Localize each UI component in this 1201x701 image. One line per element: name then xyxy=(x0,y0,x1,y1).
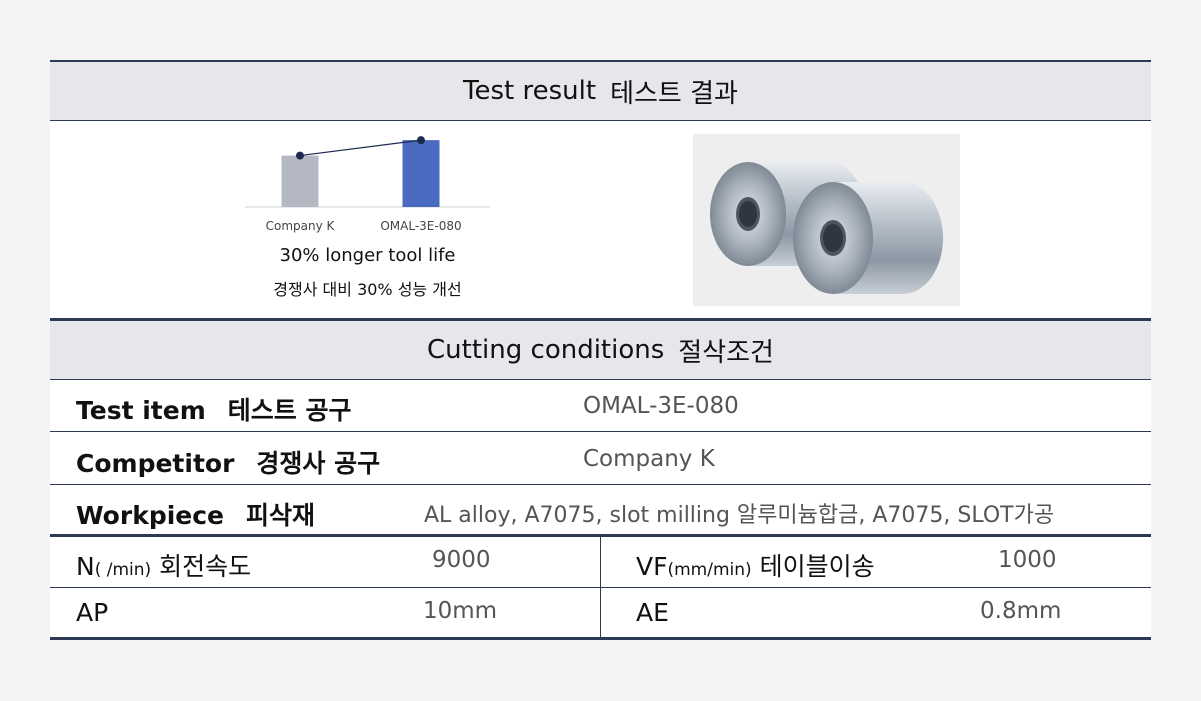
test-item-label-en: Test item xyxy=(76,396,206,425)
tool-life-chart: Company K OMAL-3E-080 xyxy=(245,130,490,250)
test-item-row: Test item 테스트 공구 OMAL-3E-080 xyxy=(50,380,1151,431)
chart-point-2 xyxy=(417,136,425,145)
n-label-ko: 회전속도 xyxy=(159,552,252,581)
n-symbol: N xyxy=(76,552,95,581)
row-divider xyxy=(50,484,1151,485)
test-result-title-ko: 테스트 결과 xyxy=(610,78,738,109)
vf-label-ko: 테이블이송 xyxy=(759,552,875,581)
aluminum-coil-image xyxy=(693,134,960,306)
params-column-divider xyxy=(600,537,601,639)
workpiece-label-en: Workpiece xyxy=(76,501,225,530)
test-result-title-en: Test result xyxy=(463,76,597,106)
chart-caption-en: 30% longer tool life xyxy=(279,245,456,266)
workpiece-row: Workpiece 피삭재 AL alloy, A7075, slot milli… xyxy=(50,485,1151,535)
competitor-label-ko: 경쟁사 공구 xyxy=(256,449,381,478)
bottom-rule xyxy=(50,637,1151,640)
cutting-header-divider xyxy=(50,379,1151,380)
cutting-title-ko: 절삭조건 xyxy=(678,337,774,368)
test-item-label: Test item 테스트 공구 xyxy=(76,391,351,427)
chart-bar-2 xyxy=(402,140,440,207)
ap-value: 10mm xyxy=(423,598,498,624)
header-divider xyxy=(50,120,1151,121)
test-report-sheet: Test result 테스트 결과 Company K OMAL-3E-080 … xyxy=(50,60,1151,640)
vf-unit: (mm/min) xyxy=(667,560,752,580)
chart-category-label: Company K xyxy=(266,219,336,233)
vf-symbol: VF xyxy=(636,552,668,581)
vf-label: VF(mm/min) 테이블이송 xyxy=(636,547,875,583)
ae-label: AE xyxy=(636,598,669,627)
workpiece-value: AL alloy, A7075, slot milling 알루미늄합금, A7… xyxy=(424,503,1055,528)
cutting-conditions-header: Cutting conditions 절삭조건 xyxy=(50,321,1151,379)
row-divider xyxy=(50,587,1151,588)
tool-life-chart-svg: Company K OMAL-3E-080 xyxy=(245,136,490,233)
competitor-label-en: Competitor xyxy=(76,449,235,478)
test-item-label-ko: 테스트 공구 xyxy=(227,396,352,425)
vf-value: 1000 xyxy=(998,547,1057,573)
n-unit: ( /min) xyxy=(94,560,152,580)
chart-point-1 xyxy=(296,151,304,160)
test-result-header: Test result 테스트 결과 xyxy=(50,62,1151,120)
params-divider xyxy=(50,534,1151,537)
n-value: 9000 xyxy=(432,547,491,573)
cutting-title-en: Cutting conditions xyxy=(427,335,665,365)
ae-value: 0.8mm xyxy=(980,598,1062,624)
competitor-row: Competitor 경쟁사 공구 Company K xyxy=(50,432,1151,484)
competitor-value: Company K xyxy=(583,446,715,472)
row-divider xyxy=(50,431,1151,432)
chart-trend-line xyxy=(299,139,422,157)
top-rule xyxy=(50,60,1151,62)
competitor-label: Competitor 경쟁사 공구 xyxy=(76,444,380,480)
n-label: N( /min) 회전속도 xyxy=(76,547,251,583)
chart-caption-ko: 경쟁사 대비 30% 성능 개선 xyxy=(273,280,462,299)
section-divider xyxy=(50,318,1151,321)
chart-category-label: OMAL-3E-080 xyxy=(380,219,461,233)
test-item-value: OMAL-3E-080 xyxy=(583,393,739,419)
chart-bar-1 xyxy=(281,155,319,207)
workpiece-label: Workpiece 피삭재 xyxy=(76,496,315,532)
ap-label: AP xyxy=(76,598,109,627)
workpiece-label-ko: 피삭재 xyxy=(246,501,316,530)
